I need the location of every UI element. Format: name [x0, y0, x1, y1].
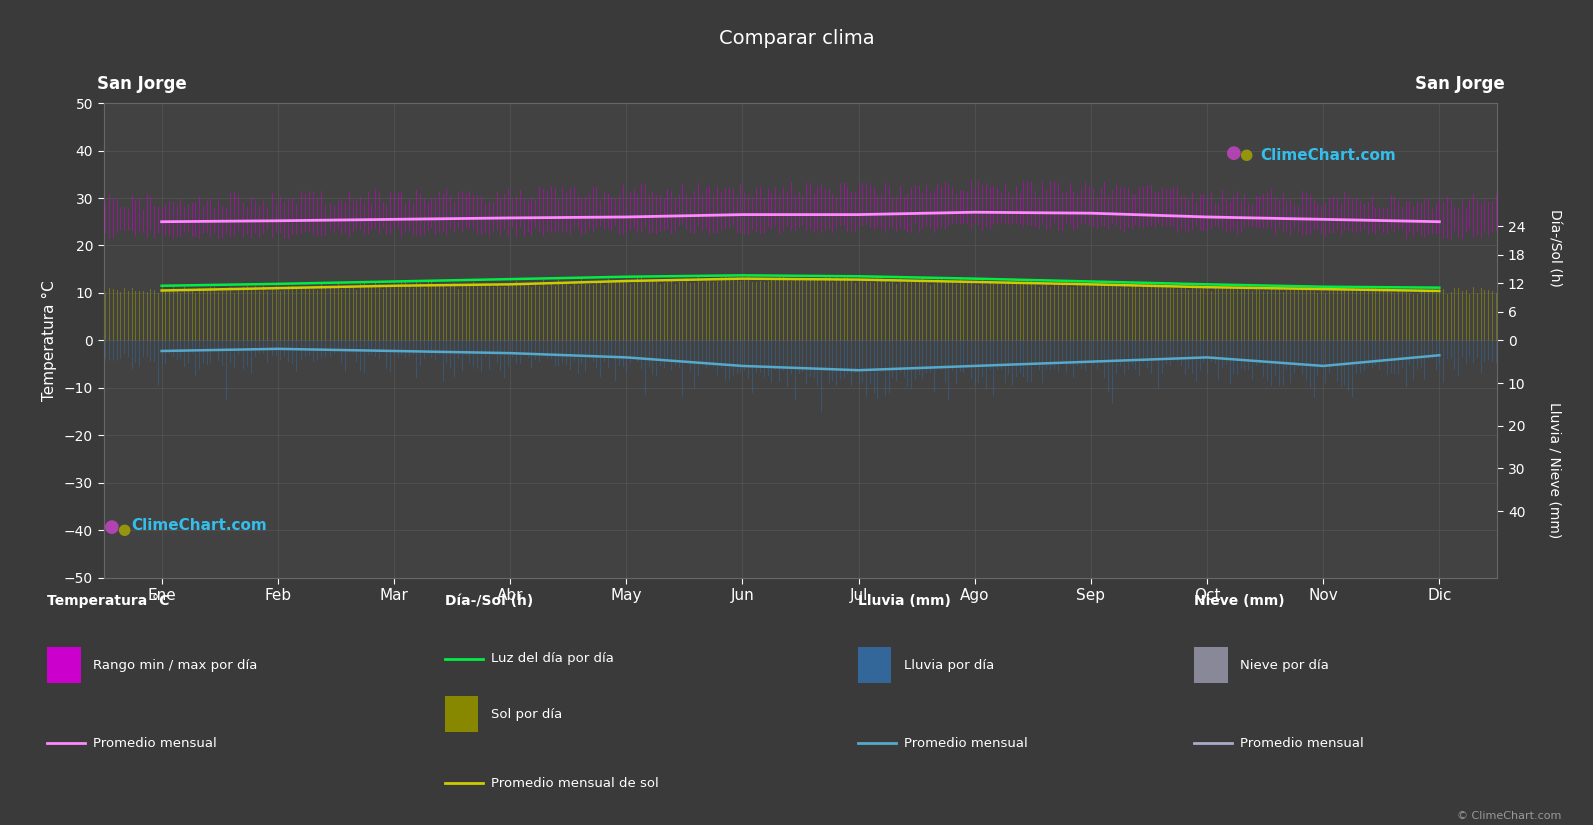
Text: Lluvia / Nieve (mm): Lluvia / Nieve (mm): [1548, 402, 1561, 539]
Text: ●: ●: [1239, 147, 1252, 162]
Bar: [1195, 648, 1228, 683]
Text: ClimeChart.com: ClimeChart.com: [1260, 148, 1395, 163]
Text: San Jorge: San Jorge: [1415, 74, 1504, 92]
Text: Nieve (mm): Nieve (mm): [1195, 594, 1284, 608]
Bar: [857, 648, 892, 683]
Y-axis label: Temperatura °C: Temperatura °C: [41, 280, 57, 401]
Text: San Jorge: San Jorge: [97, 74, 186, 92]
Text: ●: ●: [104, 518, 119, 536]
Text: Promedio mensual de sol: Promedio mensual de sol: [491, 777, 658, 790]
Text: ●: ●: [118, 522, 131, 537]
Bar: [48, 648, 81, 683]
Bar: [444, 696, 478, 732]
Text: Día-/Sol (h): Día-/Sol (h): [444, 594, 534, 608]
Text: Comparar clima: Comparar clima: [718, 29, 875, 48]
Text: Promedio mensual: Promedio mensual: [903, 737, 1027, 750]
Text: Promedio mensual: Promedio mensual: [92, 737, 217, 750]
Text: ●: ●: [1225, 144, 1241, 162]
Text: Temperatura °C: Temperatura °C: [48, 594, 169, 608]
Text: Rango min / max por día: Rango min / max por día: [92, 659, 258, 672]
Text: © ClimeChart.com: © ClimeChart.com: [1456, 811, 1561, 821]
Text: ClimeChart.com: ClimeChart.com: [132, 518, 268, 533]
Text: Lluvia por día: Lluvia por día: [903, 659, 994, 672]
Text: Promedio mensual: Promedio mensual: [1239, 737, 1364, 750]
Text: Sol por día: Sol por día: [491, 708, 562, 721]
Text: Día-/Sol (h): Día-/Sol (h): [1548, 209, 1561, 286]
Text: Luz del día por día: Luz del día por día: [491, 652, 613, 665]
Text: Lluvia (mm): Lluvia (mm): [857, 594, 951, 608]
Text: Nieve por día: Nieve por día: [1239, 659, 1329, 672]
